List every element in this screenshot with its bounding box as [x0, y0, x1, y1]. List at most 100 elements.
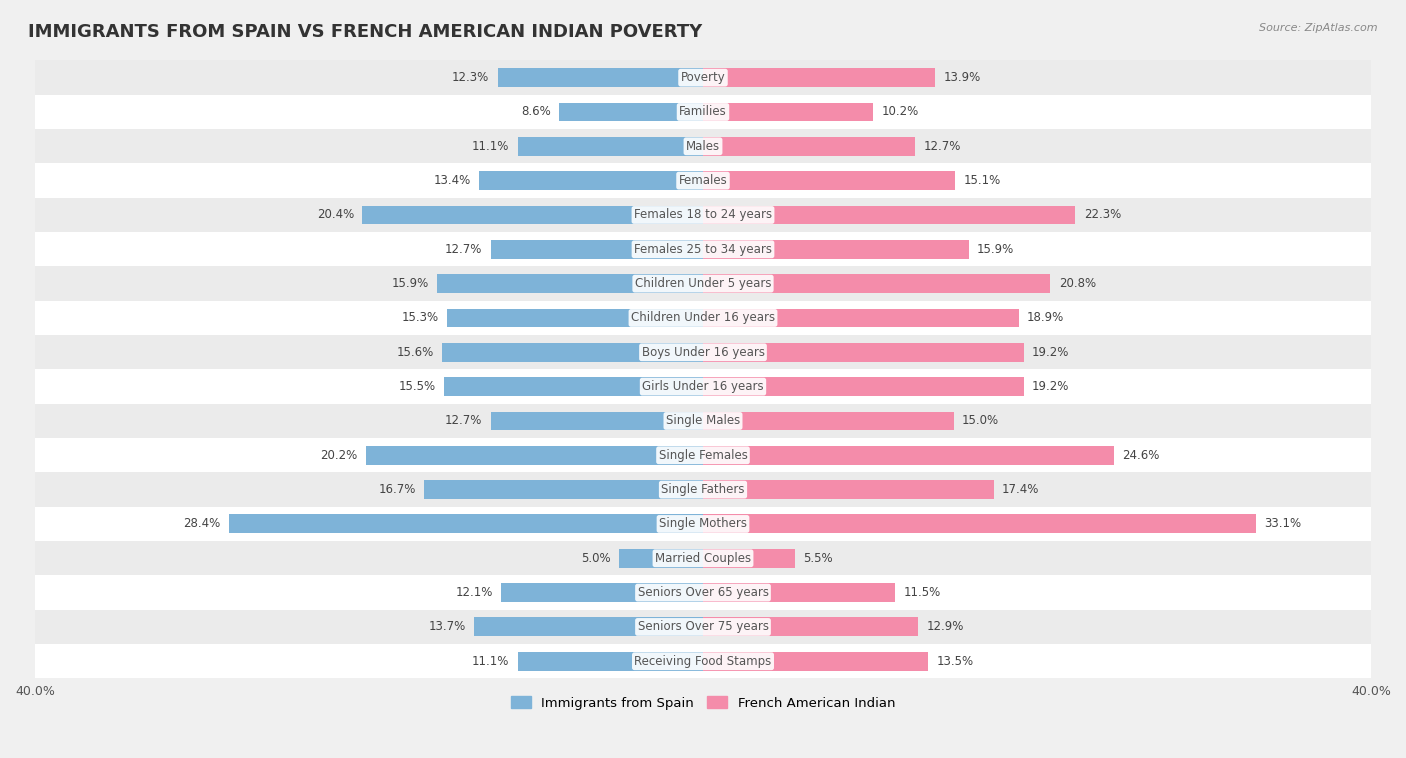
Bar — [35, 369, 1371, 404]
Text: 24.6%: 24.6% — [1122, 449, 1160, 462]
Bar — [703, 240, 969, 258]
Bar — [35, 404, 1371, 438]
Text: 12.7%: 12.7% — [446, 243, 482, 255]
Bar — [703, 205, 1076, 224]
Bar — [443, 343, 703, 362]
Bar — [703, 68, 935, 87]
Text: 15.6%: 15.6% — [396, 346, 434, 359]
Bar — [35, 267, 1371, 301]
Text: 13.9%: 13.9% — [943, 71, 981, 84]
Bar — [703, 446, 1114, 465]
Bar — [703, 137, 915, 155]
Bar — [703, 343, 1024, 362]
Bar — [35, 335, 1371, 369]
Text: Females: Females — [679, 174, 727, 187]
Text: 13.4%: 13.4% — [433, 174, 471, 187]
Text: Females 18 to 24 years: Females 18 to 24 years — [634, 208, 772, 221]
Text: Seniors Over 75 years: Seniors Over 75 years — [637, 621, 769, 634]
Bar — [35, 232, 1371, 267]
Bar — [35, 129, 1371, 164]
Text: 12.9%: 12.9% — [927, 621, 965, 634]
Text: Poverty: Poverty — [681, 71, 725, 84]
Text: Males: Males — [686, 139, 720, 153]
Bar — [363, 205, 703, 224]
Bar — [366, 446, 703, 465]
Text: 22.3%: 22.3% — [1084, 208, 1121, 221]
Text: 5.0%: 5.0% — [582, 552, 612, 565]
Text: Boys Under 16 years: Boys Under 16 years — [641, 346, 765, 359]
Bar — [447, 309, 703, 327]
Bar — [560, 102, 703, 121]
Bar — [35, 164, 1371, 198]
Bar — [703, 171, 955, 190]
Bar — [703, 309, 1019, 327]
Bar — [35, 575, 1371, 609]
Text: 12.3%: 12.3% — [451, 71, 489, 84]
Text: 33.1%: 33.1% — [1264, 518, 1302, 531]
Text: 10.2%: 10.2% — [882, 105, 920, 118]
Text: 12.1%: 12.1% — [456, 586, 492, 599]
Bar — [444, 377, 703, 396]
Bar — [491, 412, 703, 431]
Bar — [703, 583, 896, 602]
Text: 5.5%: 5.5% — [803, 552, 832, 565]
Bar — [479, 171, 703, 190]
Text: 17.4%: 17.4% — [1002, 483, 1039, 496]
Text: 20.4%: 20.4% — [316, 208, 354, 221]
Bar — [35, 507, 1371, 541]
Bar — [703, 515, 1256, 534]
Bar — [35, 644, 1371, 678]
Text: 15.5%: 15.5% — [399, 380, 436, 393]
Bar — [35, 61, 1371, 95]
Bar — [425, 480, 703, 499]
Text: Children Under 5 years: Children Under 5 years — [634, 277, 772, 290]
Bar — [703, 274, 1050, 293]
Text: IMMIGRANTS FROM SPAIN VS FRENCH AMERICAN INDIAN POVERTY: IMMIGRANTS FROM SPAIN VS FRENCH AMERICAN… — [28, 23, 703, 41]
Bar — [229, 515, 703, 534]
Text: 15.0%: 15.0% — [962, 415, 1000, 428]
Text: Single Females: Single Females — [658, 449, 748, 462]
Bar — [620, 549, 703, 568]
Text: 15.9%: 15.9% — [977, 243, 1014, 255]
Text: Single Males: Single Males — [666, 415, 740, 428]
Bar — [498, 68, 703, 87]
Text: 12.7%: 12.7% — [446, 415, 482, 428]
Text: Seniors Over 65 years: Seniors Over 65 years — [637, 586, 769, 599]
Bar — [35, 301, 1371, 335]
Text: Single Mothers: Single Mothers — [659, 518, 747, 531]
Text: Girls Under 16 years: Girls Under 16 years — [643, 380, 763, 393]
Text: 20.8%: 20.8% — [1059, 277, 1095, 290]
Text: 11.1%: 11.1% — [472, 139, 509, 153]
Text: Families: Families — [679, 105, 727, 118]
Text: 11.1%: 11.1% — [472, 655, 509, 668]
Bar — [703, 652, 928, 671]
Bar — [703, 412, 953, 431]
Text: 13.5%: 13.5% — [936, 655, 974, 668]
Bar — [491, 240, 703, 258]
Text: Females 25 to 34 years: Females 25 to 34 years — [634, 243, 772, 255]
Bar — [703, 480, 994, 499]
Bar — [35, 541, 1371, 575]
Text: 13.7%: 13.7% — [429, 621, 465, 634]
Text: Children Under 16 years: Children Under 16 years — [631, 312, 775, 324]
Bar — [703, 102, 873, 121]
Text: Married Couples: Married Couples — [655, 552, 751, 565]
Text: Source: ZipAtlas.com: Source: ZipAtlas.com — [1260, 23, 1378, 33]
Bar — [501, 583, 703, 602]
Text: 12.7%: 12.7% — [924, 139, 960, 153]
Bar — [517, 137, 703, 155]
Bar — [35, 472, 1371, 507]
Bar — [35, 609, 1371, 644]
Legend: Immigrants from Spain, French American Indian: Immigrants from Spain, French American I… — [506, 691, 900, 715]
Text: 11.5%: 11.5% — [904, 586, 941, 599]
Text: 16.7%: 16.7% — [378, 483, 416, 496]
Text: 28.4%: 28.4% — [183, 518, 221, 531]
Bar — [35, 95, 1371, 129]
Bar — [437, 274, 703, 293]
Text: Receiving Food Stamps: Receiving Food Stamps — [634, 655, 772, 668]
Bar — [35, 198, 1371, 232]
Text: 15.1%: 15.1% — [963, 174, 1001, 187]
Text: 19.2%: 19.2% — [1032, 346, 1070, 359]
Text: Single Fathers: Single Fathers — [661, 483, 745, 496]
Text: 8.6%: 8.6% — [522, 105, 551, 118]
